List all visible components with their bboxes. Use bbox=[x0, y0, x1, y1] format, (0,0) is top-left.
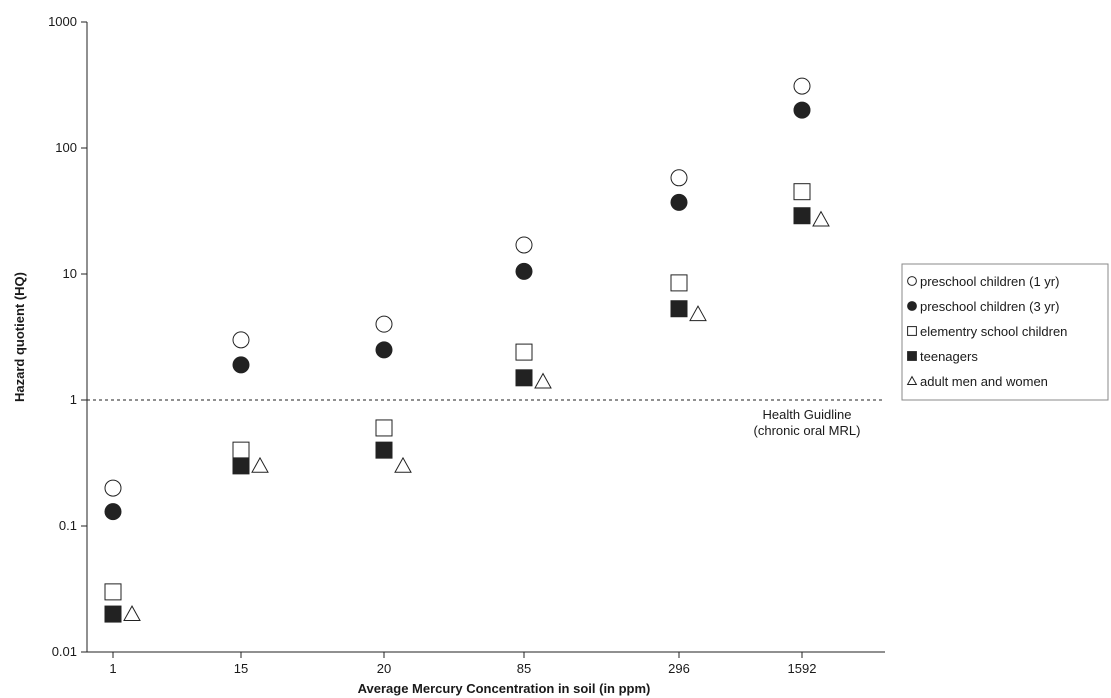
legend-label: preschool children (1 yr) bbox=[920, 274, 1059, 289]
legend-marker-square-open bbox=[908, 327, 917, 336]
data-point-square-open bbox=[233, 442, 249, 458]
x-tick-label: 296 bbox=[668, 661, 690, 676]
legend-label: teenagers bbox=[920, 349, 978, 364]
data-point-square-open bbox=[671, 275, 687, 291]
legend: preschool children (1 yr) preschool child… bbox=[902, 264, 1108, 400]
data-point-square-open bbox=[516, 344, 532, 360]
y-ticks: 0.01 0.1 1 10 100 1000 bbox=[48, 14, 87, 659]
data-point-square-filled bbox=[516, 370, 532, 386]
data-point-circle-open bbox=[376, 316, 392, 332]
series-triangle-open bbox=[124, 212, 829, 621]
x-tick-label: 20 bbox=[377, 661, 391, 676]
data-point-circle-open bbox=[233, 332, 249, 348]
data-point-circle-filled bbox=[233, 357, 249, 373]
x-axis: 1 15 20 85 296 1592 bbox=[87, 652, 885, 676]
series-circle-open bbox=[105, 78, 810, 496]
data-point-triangle-open bbox=[690, 306, 706, 320]
x-tick-label: 1592 bbox=[788, 661, 817, 676]
health-guideline-label: (chronic oral MRL) bbox=[754, 423, 861, 438]
y-tick-label: 0.01 bbox=[52, 644, 77, 659]
legend-label: adult men and women bbox=[920, 374, 1048, 389]
x-tick-label: 15 bbox=[234, 661, 248, 676]
data-points bbox=[105, 78, 829, 622]
data-point-circle-filled bbox=[105, 504, 121, 520]
data-point-square-filled bbox=[233, 458, 249, 474]
y-axis: 0.01 0.1 1 10 100 1000 bbox=[48, 14, 87, 659]
data-point-square-open bbox=[105, 584, 121, 600]
data-point-circle-filled bbox=[794, 102, 810, 118]
data-point-triangle-open bbox=[395, 458, 411, 472]
x-ticks: 1 15 20 85 296 1592 bbox=[109, 652, 816, 676]
legend-marker-circle-filled bbox=[908, 302, 917, 311]
y-tick-label: 0.1 bbox=[59, 518, 77, 533]
series-circle-filled bbox=[105, 102, 810, 520]
data-point-circle-open bbox=[516, 237, 532, 253]
data-point-triangle-open bbox=[124, 606, 140, 620]
reference-line-group: Health Guidline(chronic oral MRL) bbox=[87, 400, 885, 438]
data-point-triangle-open bbox=[252, 458, 268, 472]
data-point-square-filled bbox=[105, 606, 121, 622]
legend-marker-square-filled bbox=[908, 352, 917, 361]
data-point-triangle-open bbox=[535, 374, 551, 388]
data-point-circle-filled bbox=[376, 342, 392, 358]
legend-label: elementry school children bbox=[920, 324, 1067, 339]
data-point-triangle-open bbox=[813, 212, 829, 226]
data-point-square-filled bbox=[376, 442, 392, 458]
series-square-filled bbox=[105, 208, 810, 622]
data-point-circle-open bbox=[105, 480, 121, 496]
y-tick-label: 100 bbox=[55, 140, 77, 155]
legend-label: preschool children (3 yr) bbox=[920, 299, 1059, 314]
legend-marker-circle-open bbox=[908, 277, 917, 286]
health-guideline-label: Health Guidline bbox=[763, 407, 852, 422]
series-square-open bbox=[105, 184, 810, 600]
data-point-square-filled bbox=[671, 301, 687, 317]
data-point-circle-open bbox=[794, 78, 810, 94]
y-tick-label: 1000 bbox=[48, 14, 77, 29]
x-tick-label: 1 bbox=[109, 661, 116, 676]
data-point-square-open bbox=[376, 420, 392, 436]
y-tick-label: 1 bbox=[70, 392, 77, 407]
data-point-square-open bbox=[794, 184, 810, 200]
data-point-circle-open bbox=[671, 170, 687, 186]
data-point-circle-filled bbox=[516, 263, 532, 279]
y-tick-label: 10 bbox=[63, 266, 77, 281]
x-axis-title: Average Mercury Concentration in soil (i… bbox=[358, 681, 651, 696]
y-axis-title: Hazard quotient (HQ) bbox=[12, 272, 27, 402]
data-point-square-filled bbox=[794, 208, 810, 224]
x-tick-label: 85 bbox=[517, 661, 531, 676]
data-point-circle-filled bbox=[671, 194, 687, 210]
